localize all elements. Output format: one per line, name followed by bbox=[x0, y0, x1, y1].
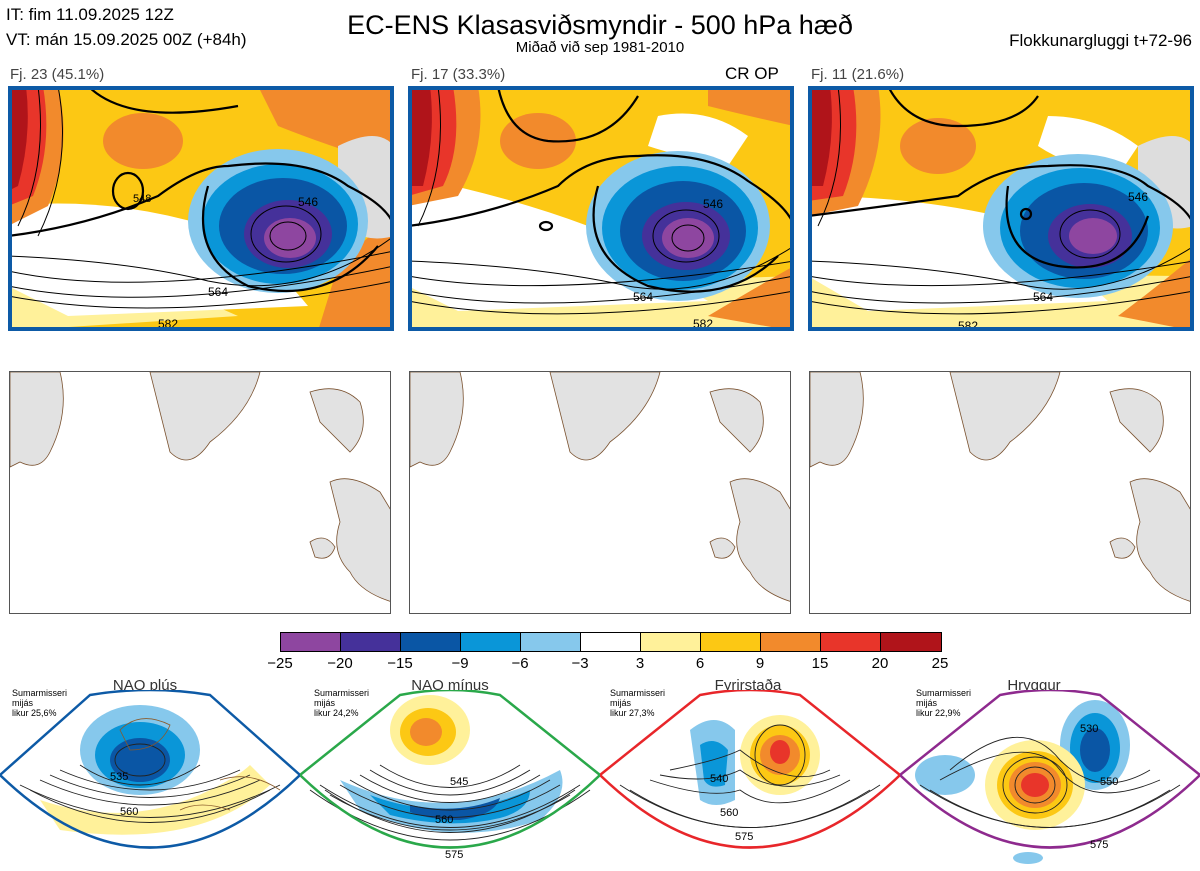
colorbar-bin-2 bbox=[401, 633, 461, 651]
colorbar-tick: −15 bbox=[387, 655, 413, 672]
cluster-1-contour-546: 546 bbox=[298, 195, 318, 209]
empty-map-panel-2 bbox=[409, 371, 791, 614]
cluster-3-contour-582: 582 bbox=[958, 319, 978, 331]
cluster-3-anomaly-field: 564 582 546 bbox=[808, 86, 1194, 331]
page-subtitle: Miðað við sep 1981-2010 bbox=[515, 39, 685, 56]
colorbar-bin-3 bbox=[461, 633, 521, 651]
cluster-2-label: Fj. 17 (33.3%) bbox=[411, 66, 506, 83]
colorbar-tick: −25 bbox=[267, 655, 293, 672]
regime-3-contour-560: 560 bbox=[720, 807, 738, 819]
cluster-2-map[interactable]: 564 546 582 bbox=[408, 86, 794, 331]
issue-time: IT: fim 11.09.2025 12Z bbox=[6, 5, 174, 24]
regime-2-map: 545 560 575 bbox=[300, 690, 600, 861]
regime-1-note: Sumarmisseri mijás likur 25,6% bbox=[12, 688, 68, 718]
cluster-1-anomaly-field: 564 582 546 548 bbox=[8, 86, 394, 331]
cluster-1-contour-564: 564 bbox=[208, 285, 228, 299]
regime-2-note: Sumarmisseri mijás likur 24,2% bbox=[314, 688, 370, 718]
colorbar-tick: −20 bbox=[327, 655, 353, 672]
colorbar-bin-1 bbox=[341, 633, 401, 651]
colorbar-tick: 20 bbox=[871, 655, 889, 672]
cluster-1-contour-582: 582 bbox=[158, 317, 178, 331]
cluster-2-op-marker: CR OP bbox=[725, 64, 779, 83]
page-title: EC-ENS Klasasviðsmyndir - 500 hPa hæð bbox=[347, 10, 853, 40]
cluster-1-label: Fj. 23 (45.1%) bbox=[10, 66, 105, 83]
regime-4-contour-550: 550 bbox=[1100, 776, 1118, 788]
colorbar-tick: −6 bbox=[511, 655, 529, 672]
cluster-2-anomaly-field: 564 546 582 bbox=[408, 86, 794, 331]
colorbar-tick: 6 bbox=[695, 655, 705, 672]
colorbar-tick: −9 bbox=[451, 655, 469, 672]
regime-2-contour-560: 560 bbox=[435, 814, 453, 826]
regime-3-contour-575: 575 bbox=[735, 831, 753, 843]
colorbar-tick: 3 bbox=[635, 655, 645, 672]
empty-map-panel-1 bbox=[9, 371, 391, 614]
coastline-map-1 bbox=[10, 372, 390, 602]
colorbar bbox=[280, 632, 942, 652]
colorbar-bin-7 bbox=[701, 633, 761, 651]
cluster-3-label: Fj. 11 (21.6%) bbox=[811, 66, 905, 83]
colorbar-bin-0 bbox=[281, 633, 341, 651]
colorbar-tick: 15 bbox=[811, 655, 829, 672]
regime-4-contour-530: 530 bbox=[1080, 723, 1098, 735]
colorbar-bin-6 bbox=[641, 633, 701, 651]
regime-2-contour-575: 575 bbox=[445, 849, 463, 861]
regime-1-contour-535: 535 bbox=[110, 771, 128, 783]
regime-3-contour-540: 540 bbox=[710, 773, 728, 785]
colorbar-tick: −3 bbox=[571, 655, 589, 672]
cluster-3-map[interactable]: 564 582 546 bbox=[808, 86, 1194, 331]
classification-window: Flokkunargluggi t+72-96 bbox=[1009, 31, 1192, 50]
cluster-2-contour-564: 564 bbox=[633, 290, 653, 304]
regime-3-map: 540 560 575 bbox=[600, 690, 900, 849]
regime-3-note: Sumarmisseri mijás likur 27,3% bbox=[610, 688, 666, 718]
cluster-2-contour-546: 546 bbox=[703, 197, 723, 211]
colorbar-bin-4 bbox=[521, 633, 581, 651]
colorbar-tick: 25 bbox=[931, 655, 949, 672]
cluster-3-contour-564: 564 bbox=[1033, 290, 1053, 304]
colorbar-tick: 9 bbox=[755, 655, 765, 672]
regime-1-contour-560: 560 bbox=[120, 806, 138, 818]
colorbar-bin-5 bbox=[581, 633, 641, 651]
regime-1-map: 535 560 bbox=[0, 690, 300, 849]
cluster-1-map[interactable]: 564 582 546 548 bbox=[8, 86, 394, 331]
regime-4-note: Sumarmisseri mijás likur 22,9% bbox=[916, 688, 972, 718]
colorbar-bin-8 bbox=[761, 633, 821, 651]
cluster-3-contour-546: 546 bbox=[1128, 190, 1148, 204]
coastline-map-3 bbox=[810, 372, 1190, 602]
valid-time: VT: mán 15.09.2025 00Z (+84h) bbox=[6, 30, 247, 49]
cluster-1-contour-548: 548 bbox=[133, 193, 151, 205]
coastline-map-2 bbox=[410, 372, 790, 602]
colorbar-bin-10 bbox=[881, 633, 941, 651]
colorbar-bin-9 bbox=[821, 633, 881, 651]
empty-map-panel-3 bbox=[809, 371, 1191, 614]
regime-4-contour-575: 575 bbox=[1090, 839, 1108, 851]
cluster-2-contour-582: 582 bbox=[693, 317, 713, 331]
regime-2-contour-545: 545 bbox=[450, 776, 468, 788]
regime-4-map: 530 550 575 bbox=[900, 690, 1200, 864]
